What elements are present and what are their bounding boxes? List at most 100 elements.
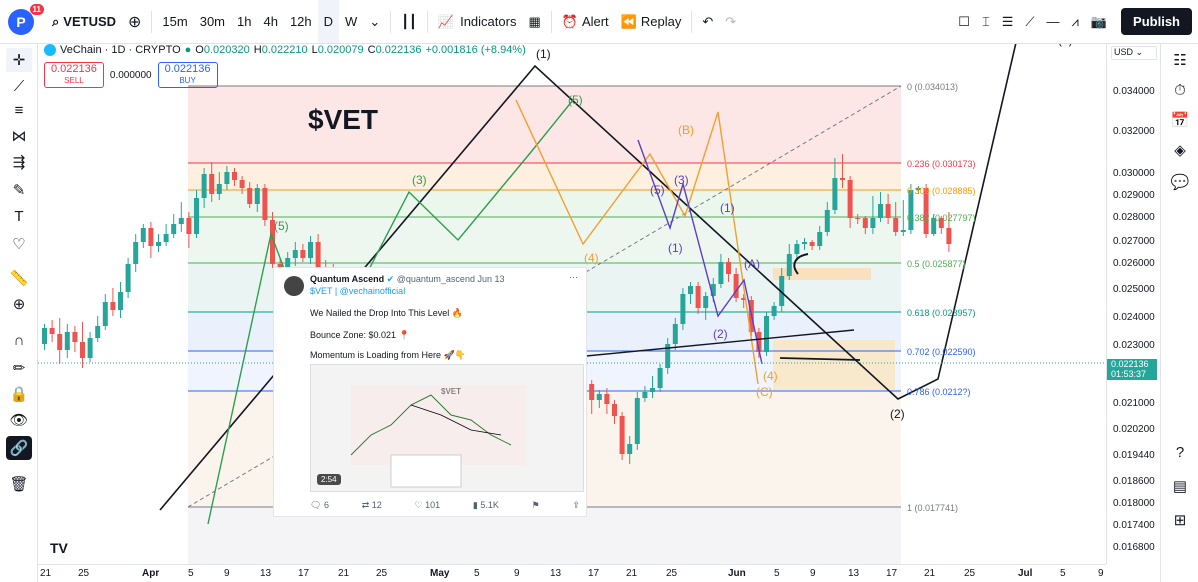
alarm-clock-icon[interactable]: ⏱ [1174,81,1186,99]
time-tick-label: 13 [550,568,562,579]
candle-body [64,332,70,350]
trash-icon[interactable]: 🗑 [9,476,29,493]
retweet-button[interactable]: ⇄ 12 [361,500,382,510]
zoom-icon[interactable]: ⊕ [12,296,26,313]
candle-body [695,286,701,308]
views-button[interactable]: ▮ 5.1K [472,500,499,510]
fib-level-label: 0.702 (0.022590) [907,347,976,357]
symbol-search[interactable]: ⌕ VETUSD [52,13,117,30]
interval-12h[interactable]: 12h [289,14,312,29]
tweet-mention[interactable]: $VET | @vechainofficial [310,286,406,296]
redo-button[interactable]: ↷ [719,0,742,43]
wave-label: (5) [650,183,665,197]
divider [151,10,153,33]
fib-zone [188,190,901,217]
candle-body [102,302,108,326]
bookmark-icon[interactable]: ⚑ [531,500,540,510]
chart-legend: VeChain · 1D · CRYPTO ● O0.020320 H0.022… [44,44,526,56]
undo-button[interactable]: ↶ [696,0,719,43]
trendline-button[interactable]: ⟋ [1019,0,1040,43]
currency-select[interactable]: USD ⌄ [1111,46,1157,60]
user-avatar[interactable]: P 11 [8,3,44,35]
text-tool-button[interactable]: ⌶ [976,0,996,43]
price-tick-label: 0.029000 [1113,190,1155,201]
compare-symbol-button[interactable]: ⊕ [122,0,147,43]
candle-body [232,172,237,180]
candle-body [216,184,222,194]
text-icon[interactable]: T [14,207,24,225]
layouts-button[interactable]: ▦ [522,0,546,43]
fib-level-label: 1 (0.017741) [907,503,958,513]
brush-icon[interactable]: ✎ [12,182,26,199]
interval-dropdown[interactable]: ⌄ [363,0,386,43]
price-tick-label: 0.026000 [1113,258,1155,269]
candle-body [893,218,899,232]
time-tick-label: Jun [728,568,746,579]
lock-icon[interactable]: 🔒 [9,386,29,403]
link-icon[interactable]: 🔗 [6,436,32,460]
help-icon[interactable]: ? [1175,443,1185,461]
share-icon[interactable]: ⇪ [572,500,580,510]
candle-body [946,228,952,244]
apps-icon[interactable]: ⊞ [1173,512,1187,529]
time-tick-label: 5 [1060,568,1066,579]
heart-icon[interactable]: ♡ [12,236,26,253]
snapshot-button[interactable]: 📷 [1085,0,1113,43]
time-axis[interactable]: 21 25 Apr 5 9 13 17 21 25 May 5 9 13 17 21 25 Jun 5 9 13 17 2… [38,564,1106,582]
pattern-button[interactable]: ⩘ [1066,0,1085,43]
ruler-icon[interactable]: 📏 [9,270,29,287]
drawing-toolbar: ✛ ⟋ ≡ ⋈ ⇶ ✎ T ♡ 📏 ⊕ ∩ ✏ 🔒 👁 🔗 🗑 [0,44,38,582]
tweet-video-thumbnail[interactable]: $VET 2:54 [310,364,584,492]
candle-body [855,218,861,219]
projection-tool-icon[interactable]: ⇶ [12,154,26,171]
interval-4h[interactable]: 4h [263,14,278,29]
indicators-button[interactable]: 📈 Indicators [437,13,517,30]
interval-d[interactable]: D [317,0,340,43]
like-button[interactable]: ♡ 101 [414,500,441,510]
sell-button[interactable]: 0.022136 SELL [44,62,104,88]
chevron-down-icon: ⌄ [369,13,381,29]
buy-button[interactable]: 0.022136 BUY [157,62,218,88]
candle-body [110,302,116,310]
wave-label: (1) [668,241,683,255]
wave-label: (1) [536,47,551,61]
candle-body [292,250,298,258]
tradingview-logo-icon: TV [50,540,68,556]
interval-1h[interactable]: 1h [237,14,252,29]
fib-level-label: 0 (0.034013) [907,82,958,92]
watchlist-icon[interactable]: ☷ [1173,52,1187,69]
interval-15m[interactable]: 15m [162,14,188,29]
candle-body [938,218,944,228]
lines-tool-button[interactable]: ☰ [996,0,1020,43]
publish-button[interactable]: Publish [1121,8,1192,35]
reply-button[interactable]: 🗨 6 [310,500,329,510]
calendar-icon[interactable]: 📅 [1170,112,1190,129]
layers-icon[interactable]: ◈ [1174,142,1186,159]
interval-w[interactable]: W [345,14,358,29]
horizontal-line-button[interactable]: — [1041,0,1066,43]
crosshair-icon[interactable]: ✛ [6,48,32,72]
pattern-tool-icon[interactable]: ⋈ [11,128,27,145]
sell-buy-panel: 0.022136 SELL 0.000000 0.022136 BUY [44,62,218,88]
camera-icon: 📷 [1090,13,1108,29]
replay-button[interactable]: ⏪ Replay [620,13,682,30]
change-value: +0.001816 (+8.94%) [425,44,526,56]
tweet-card[interactable]: Quantum Ascend ✔ @quantum_ascend Jun 13 … [273,267,587,517]
alert-button[interactable]: ⏰ Alert [561,13,609,30]
trendline-tool-icon[interactable]: ⟋ [13,77,25,95]
tweet-more-icon[interactable]: ⋯ [569,272,578,282]
pencil-lock-icon[interactable]: ✏ [12,360,26,377]
candle-body [247,188,253,204]
tweet-handle: @quantum_ascend [396,274,475,284]
eye-icon[interactable]: 👁 [9,412,29,429]
price-tick-label: 0.017400 [1113,520,1155,531]
chat-icon[interactable]: 💬 [1170,174,1190,191]
magnet-icon[interactable]: ∩ [13,331,25,349]
fullscreen-button[interactable]: ☐ [952,0,976,43]
fib-tool-icon[interactable]: ≡ [14,101,24,119]
candle-body [832,178,838,210]
price-axis[interactable]: USD ⌄ 0.034000 0.032000 0.030000 0.029000 0.… [1106,44,1160,564]
interval-30m[interactable]: 30m [199,14,226,29]
hotlist-icon[interactable]: ▤ [1172,478,1188,495]
chart-type-button[interactable]: ┃┃ [395,0,423,43]
